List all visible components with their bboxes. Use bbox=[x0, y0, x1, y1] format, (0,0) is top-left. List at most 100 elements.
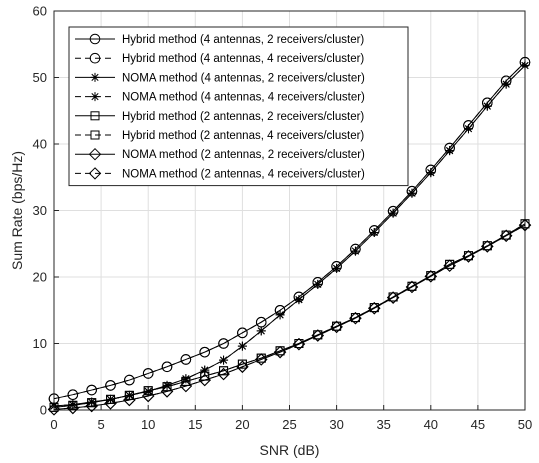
x-tick-label: 35 bbox=[376, 417, 390, 432]
diamond-marker bbox=[311, 329, 324, 342]
square-marker bbox=[350, 313, 360, 323]
asterisk-marker bbox=[463, 124, 473, 134]
diamond-marker bbox=[255, 353, 268, 366]
series-layer bbox=[47, 56, 532, 416]
square-marker bbox=[124, 390, 134, 400]
y-axis-label: Sum Rate (bps/Hz) bbox=[9, 151, 25, 270]
legend-entry: NOMA method (2 antennas, 2 receivers/clu… bbox=[75, 147, 365, 161]
asterisk-marker bbox=[350, 246, 360, 256]
legend-label: NOMA method (2 antennas, 4 receivers/clu… bbox=[122, 168, 365, 180]
diamond-marker bbox=[47, 403, 61, 416]
square-marker bbox=[68, 400, 78, 410]
legend-entry: Hybrid method (2 antennas, 4 receivers/c… bbox=[75, 130, 364, 142]
x-tick-label: 0 bbox=[50, 417, 57, 432]
axis-ticks: 0 5 10 15 20 25 30 35 40 45 50 0 10 20 30 40 50 60 bbox=[33, 4, 533, 433]
diamond-marker bbox=[424, 270, 438, 283]
diamond-marker bbox=[481, 240, 494, 253]
diamond-marker bbox=[217, 367, 230, 381]
y-tick-label: 10 bbox=[33, 336, 47, 351]
x-tick-label: 15 bbox=[188, 417, 202, 432]
x-tick-label: 45 bbox=[471, 417, 485, 432]
asterisk-marker bbox=[200, 365, 210, 375]
circle-marker bbox=[218, 338, 229, 349]
diamond-marker bbox=[88, 167, 102, 180]
circle-marker bbox=[67, 389, 79, 401]
asterisk-marker bbox=[294, 295, 304, 305]
diamond-marker bbox=[66, 401, 80, 415]
asterisk-marker bbox=[388, 208, 398, 218]
square-marker bbox=[87, 398, 97, 408]
diamond-marker bbox=[123, 393, 136, 407]
legend-label: NOMA method (2 antennas, 2 receivers/clu… bbox=[122, 149, 365, 161]
legend-entry: NOMA method (4 antennas, 2 receivers/clu… bbox=[75, 72, 365, 84]
diamond-marker bbox=[462, 250, 475, 263]
asterisk-marker bbox=[256, 326, 266, 336]
asterisk-marker bbox=[237, 341, 247, 351]
series-6 bbox=[49, 219, 530, 412]
diamond-marker bbox=[518, 218, 532, 232]
legend-label: NOMA method (4 antennas, 2 receivers/clu… bbox=[122, 72, 365, 84]
square-marker bbox=[313, 330, 323, 340]
diamond-marker bbox=[386, 291, 400, 304]
diamond-marker bbox=[443, 259, 456, 272]
asterisk-marker bbox=[143, 386, 153, 396]
asterisk-marker bbox=[68, 400, 78, 410]
asterisk-marker bbox=[520, 61, 530, 71]
diamond-marker bbox=[330, 320, 343, 334]
legend: Hybrid method (4 antennas, 2 receivers/c… bbox=[68, 26, 409, 187]
circle-marker bbox=[124, 374, 135, 386]
diamond-marker bbox=[104, 397, 117, 410]
legend-label: Hybrid method (4 antennas, 4 receivers/c… bbox=[122, 53, 364, 65]
square-marker bbox=[332, 321, 342, 331]
diamond-marker bbox=[292, 337, 306, 351]
legend-label: NOMA method (4 antennas, 4 receivers/clu… bbox=[122, 92, 365, 104]
x-tick-label: 10 bbox=[141, 417, 155, 432]
circle-marker bbox=[161, 361, 173, 373]
x-tick-label: 50 bbox=[518, 417, 532, 432]
asterisk-marker bbox=[87, 397, 97, 407]
square-marker bbox=[463, 251, 473, 261]
legend-entry: NOMA method (4 antennas, 4 receivers/clu… bbox=[75, 92, 365, 104]
legend-entry: Hybrid method (4 antennas, 4 receivers/c… bbox=[75, 52, 364, 65]
asterisk-marker bbox=[90, 72, 100, 82]
legend-entry: Hybrid method (2 antennas, 2 receivers/c… bbox=[75, 111, 364, 123]
asterisk-marker bbox=[426, 168, 436, 178]
square-marker bbox=[90, 111, 100, 121]
square-marker bbox=[294, 339, 304, 348]
legend-label: Hybrid method (4 antennas, 2 receivers/c… bbox=[122, 34, 364, 46]
diamond-marker bbox=[160, 385, 174, 398]
square-marker bbox=[219, 366, 229, 376]
series-line bbox=[53, 223, 526, 408]
x-tick-label: 30 bbox=[329, 417, 343, 432]
diamond-marker bbox=[88, 147, 102, 161]
x-axis-label: SNR (dB) bbox=[260, 442, 320, 458]
asterisk-marker bbox=[181, 374, 191, 384]
y-tick-label: 20 bbox=[33, 270, 47, 285]
square-marker bbox=[90, 130, 100, 140]
square-marker bbox=[501, 230, 511, 240]
diamond-marker bbox=[499, 229, 513, 242]
circle-marker bbox=[86, 384, 97, 396]
circle-marker bbox=[89, 33, 101, 45]
diamond-marker bbox=[405, 280, 419, 294]
asterisk-marker bbox=[332, 263, 342, 273]
y-tick-label: 40 bbox=[33, 137, 47, 152]
diamond-marker bbox=[349, 312, 362, 325]
diamond-marker bbox=[236, 360, 249, 373]
circle-marker bbox=[237, 327, 248, 339]
circle-marker bbox=[105, 380, 116, 391]
diamond-marker bbox=[85, 399, 98, 413]
diamond-marker bbox=[198, 373, 211, 387]
asterisk-marker bbox=[482, 101, 492, 111]
legend-label: Hybrid method (2 antennas, 2 receivers/c… bbox=[122, 111, 364, 123]
y-tick-label: 50 bbox=[33, 70, 47, 85]
y-tick-label: 0 bbox=[40, 403, 47, 418]
x-tick-label: 20 bbox=[235, 417, 249, 432]
series-line bbox=[53, 65, 526, 407]
diamond-marker bbox=[141, 389, 155, 403]
legend-entry: NOMA method (2 antennas, 4 receivers/clu… bbox=[75, 167, 365, 180]
circle-marker bbox=[89, 52, 101, 64]
asterisk-marker bbox=[219, 355, 229, 365]
circle-marker bbox=[199, 346, 211, 358]
